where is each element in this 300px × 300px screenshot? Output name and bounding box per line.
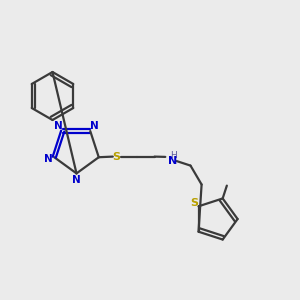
- Text: N: N: [90, 121, 98, 131]
- Text: S: S: [190, 198, 198, 208]
- Text: N: N: [72, 175, 81, 185]
- Text: S: S: [112, 152, 120, 162]
- Text: N: N: [169, 156, 178, 166]
- Text: H: H: [170, 152, 176, 160]
- Text: N: N: [44, 154, 52, 164]
- Text: N: N: [55, 121, 63, 131]
